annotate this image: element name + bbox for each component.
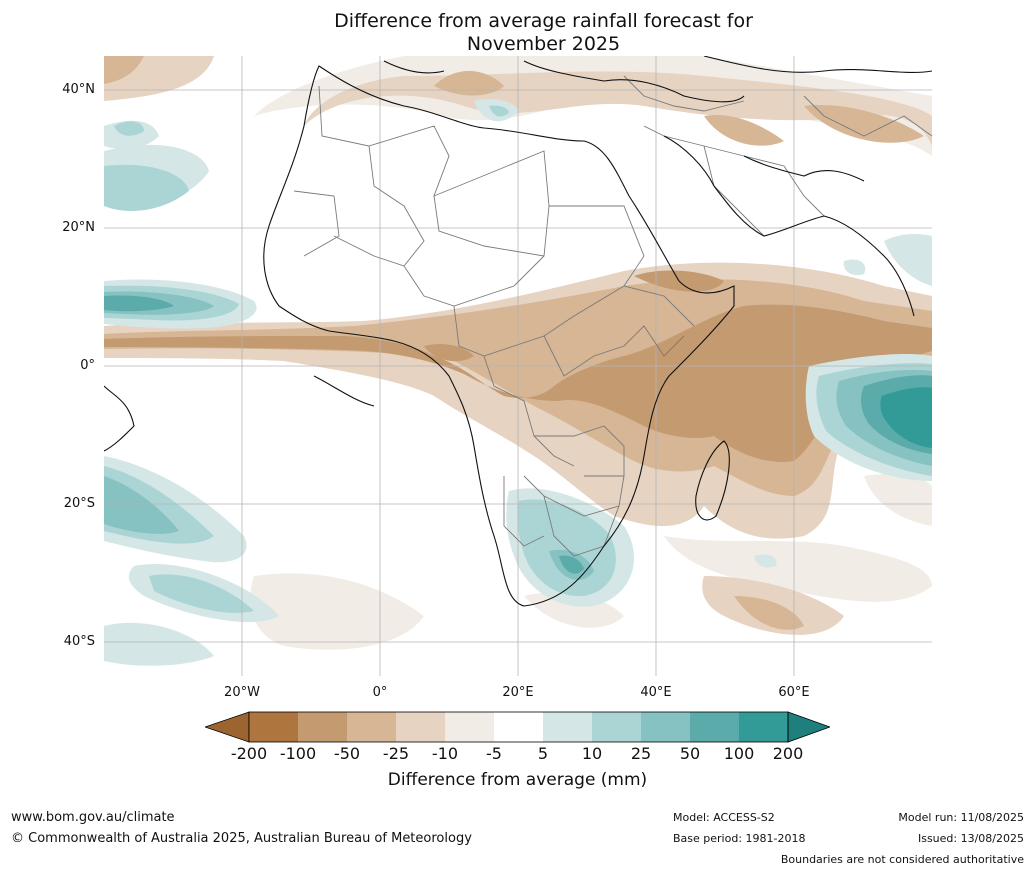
colorbar-swatches bbox=[205, 711, 830, 743]
colorbar-swatch bbox=[396, 712, 445, 742]
colorbar-swatch bbox=[494, 712, 543, 742]
wet-anomaly-areas bbox=[104, 99, 932, 666]
colorbar-swatch bbox=[445, 712, 494, 742]
colorbar-swatch bbox=[249, 712, 298, 742]
map-canvas bbox=[104, 56, 932, 676]
colorbar-swatch bbox=[641, 712, 690, 742]
coastlines bbox=[104, 56, 932, 607]
colorbar-tick-label: 200 bbox=[772, 744, 804, 763]
colorbar-tick-label: -5 bbox=[486, 744, 502, 763]
model-run-text: Model run: 11/08/2025 bbox=[898, 811, 1024, 824]
colorbar-tick-label: -50 bbox=[333, 744, 361, 763]
title-line-2: November 2025 bbox=[466, 33, 621, 55]
colorbar-swatch bbox=[592, 712, 641, 742]
issued-text: Issued: 13/08/2025 bbox=[917, 832, 1024, 845]
lon-label-0: 0° bbox=[372, 685, 388, 700]
colorbar-tick-label: 100 bbox=[723, 744, 755, 763]
base-period-text: Base period: 1981-2018 bbox=[673, 832, 806, 845]
graticule bbox=[104, 56, 932, 676]
boundaries-note: Boundaries are not considered authoritat… bbox=[780, 853, 1024, 866]
title-line-1: Difference from average rainfall forecas… bbox=[334, 10, 753, 32]
colorbar-extend-high bbox=[787, 711, 830, 743]
colorbar-tick-label: 5 bbox=[537, 744, 549, 763]
lon-label-60e: 60°E bbox=[778, 685, 810, 700]
colorbar-tick-label: -25 bbox=[382, 744, 410, 763]
colorbar-tick-label: 25 bbox=[630, 744, 652, 763]
colorbar-tick-label: -200 bbox=[230, 744, 268, 763]
lat-label-20s: 20°S bbox=[63, 496, 95, 511]
lat-label-0: 0° bbox=[80, 358, 95, 373]
colorbar-swatch bbox=[298, 712, 347, 742]
lon-label-40e: 40°E bbox=[640, 685, 672, 700]
website-text: www.bom.gov.au/climate bbox=[11, 810, 175, 825]
colorbar-swatch bbox=[543, 712, 592, 742]
colorbar-extend-low bbox=[205, 711, 250, 743]
lon-label-20w: 20°W bbox=[224, 685, 260, 700]
copyright-text: © Commonwealth of Australia 2025, Austra… bbox=[11, 831, 472, 846]
colorbar-frame bbox=[248, 711, 789, 743]
colorbar-swatch bbox=[347, 712, 396, 742]
colorbar-swatch bbox=[739, 712, 788, 742]
colorbar-tick-label: 50 bbox=[679, 744, 701, 763]
colorbar bbox=[205, 711, 830, 743]
rainfall-map bbox=[104, 56, 932, 676]
lat-label-20n: 20°N bbox=[62, 220, 95, 235]
colorbar-swatch bbox=[690, 712, 739, 742]
colorbar-tick-label: -10 bbox=[431, 744, 459, 763]
colorbar-label: Difference from average (mm) bbox=[387, 770, 648, 790]
colorbar-tick-label: 10 bbox=[581, 744, 603, 763]
model-text: Model: ACCESS-S2 bbox=[673, 811, 775, 824]
colorbar-tick-label: -100 bbox=[279, 744, 317, 763]
lat-label-40n: 40°N bbox=[62, 82, 95, 97]
map-title: Difference from average rainfall forecas… bbox=[0, 10, 1035, 56]
lon-label-20e: 20°E bbox=[502, 685, 534, 700]
lat-label-40s: 40°S bbox=[63, 634, 95, 649]
